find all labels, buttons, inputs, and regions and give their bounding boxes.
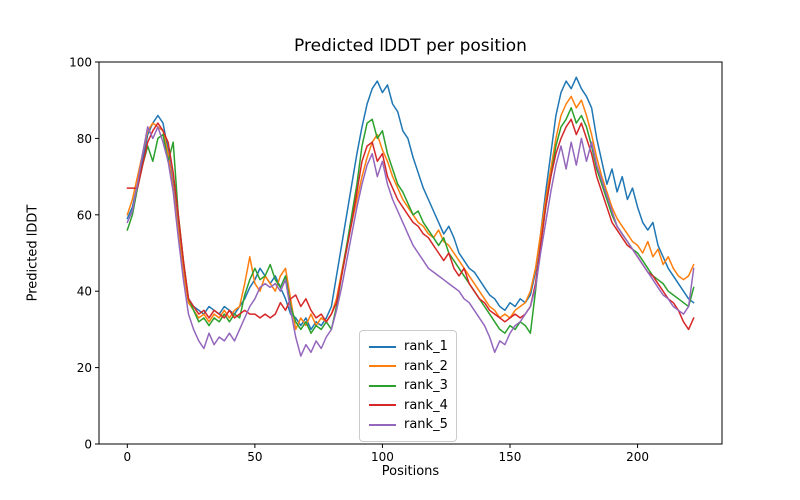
series-line-rank_1 <box>126 76 695 331</box>
x-tick-label: 100 <box>371 450 394 464</box>
legend-line-swatch <box>369 384 396 387</box>
chart-title: Predicted lDDT per position <box>294 36 527 56</box>
legend-label: rank_2 <box>404 358 448 374</box>
series-line-rank_2 <box>126 95 695 331</box>
x-axis-label: Positions <box>381 464 440 479</box>
legend-item: rank_4 <box>369 396 448 416</box>
x-tick-label: 150 <box>499 450 522 464</box>
legend-item: rank_1 <box>369 337 448 357</box>
legend-line-swatch <box>369 365 396 368</box>
x-tick-label: 0 <box>123 450 131 464</box>
legend: rank_1 rank_2 rank_3 rank_4 rank_5 <box>359 330 457 442</box>
legend-item: rank_2 <box>369 357 448 377</box>
y-tick-label: 40 <box>77 285 92 299</box>
y-tick-label: 60 <box>77 208 92 222</box>
legend-label: rank_4 <box>404 397 448 413</box>
series-line-rank_4 <box>126 118 695 331</box>
x-tick-label: 200 <box>626 450 649 464</box>
legend-label: rank_5 <box>404 417 448 433</box>
legend-line-swatch <box>369 404 396 407</box>
series-line-rank_5 <box>126 126 695 357</box>
y-tick-label: 20 <box>77 361 92 375</box>
legend-label: rank_1 <box>404 339 448 355</box>
legend-item: rank_5 <box>369 415 448 435</box>
y-tick-label: 0 <box>84 438 92 452</box>
legend-line-swatch <box>369 345 396 348</box>
legend-label: rank_3 <box>404 378 448 394</box>
legend-item: rank_3 <box>369 376 448 396</box>
x-tick-label: 50 <box>247 450 262 464</box>
y-tick-label: 100 <box>69 56 92 70</box>
axes-box <box>98 61 723 445</box>
legend-line-swatch <box>369 423 396 426</box>
y-axis-label: Predicted lDDT <box>25 204 41 302</box>
y-tick-label: 80 <box>77 132 92 146</box>
series-line-rank_3 <box>126 107 695 334</box>
